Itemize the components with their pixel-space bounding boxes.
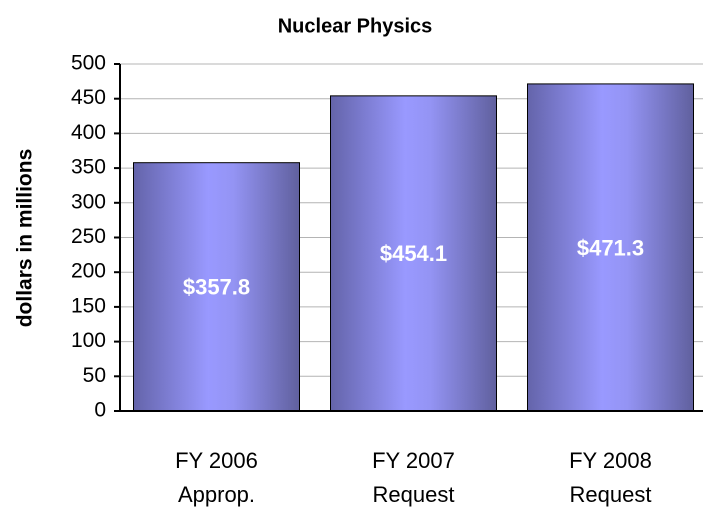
y-tick-label: 300 xyxy=(71,190,106,213)
bar xyxy=(527,83,694,412)
y-tick-label: 450 xyxy=(71,86,106,109)
y-axis-label: dollars in millions xyxy=(14,149,37,328)
y-tick-label: 0 xyxy=(94,399,106,422)
y-tick-label: 500 xyxy=(71,52,106,75)
value-label: $471.3 xyxy=(577,235,644,260)
y-tick-label: 150 xyxy=(71,294,106,317)
value-label: $454.1 xyxy=(380,241,447,266)
y-tick-label: 100 xyxy=(71,329,106,352)
bar xyxy=(133,162,300,412)
x-tick-label: FY 2006 Approp. xyxy=(175,448,258,507)
value-label: $357.8 xyxy=(183,275,250,300)
x-tick-label: FY 2007 Request xyxy=(372,448,455,507)
y-tick-label: 50 xyxy=(83,364,106,387)
y-tick-label: 200 xyxy=(71,260,106,283)
y-tick-label: 400 xyxy=(71,121,106,144)
chart-title: Nuclear Physics xyxy=(278,15,433,37)
x-tick-label: FY 2008 Request xyxy=(569,448,652,507)
y-tick-label: 350 xyxy=(71,156,106,179)
y-tick-label: 250 xyxy=(71,225,106,248)
